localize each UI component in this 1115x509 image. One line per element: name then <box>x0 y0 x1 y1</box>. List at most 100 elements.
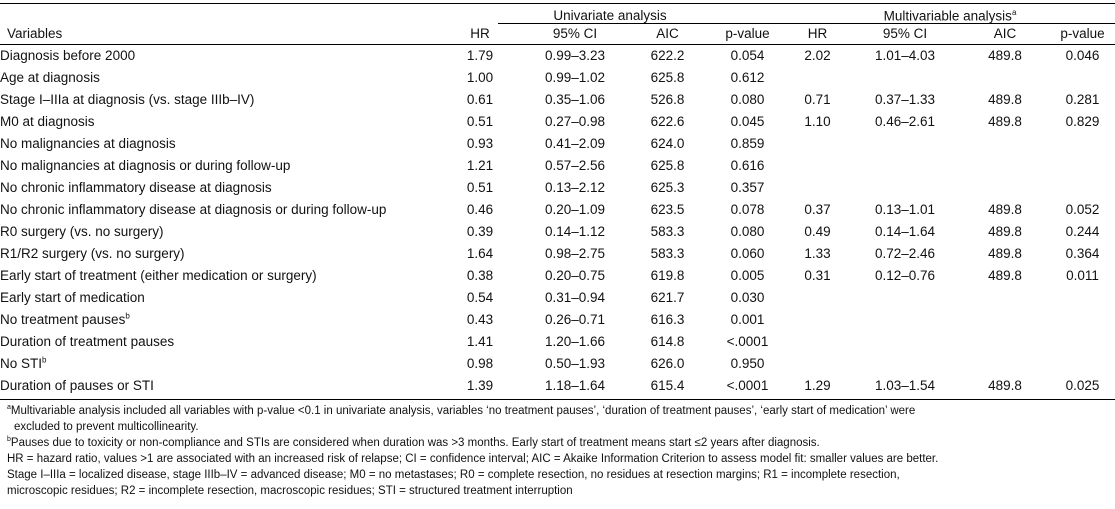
multi-p-cell <box>1050 286 1115 308</box>
results-table: Univariate analysis Multivariable analys… <box>0 4 1115 396</box>
multi-hr-cell: 1.29 <box>804 377 831 393</box>
uni-aic-cell: 625.3 <box>650 179 685 195</box>
footnote-b-text: Pauses due to toxicity or non-compliance… <box>10 437 820 449</box>
variable-cell: Age at diagnosis <box>0 66 435 88</box>
multi-ci-cell: 0.12–0.76 <box>874 267 936 283</box>
uni-aic-cell: 616.3 <box>650 311 685 327</box>
footnote-a-text: Multivariable analysis included all vari… <box>10 405 916 417</box>
table-row: Early start of medication 0.54 0.31–0.94 62… <box>0 286 1115 308</box>
variable-cell: No chronic inflammatory disease at diagn… <box>0 198 435 220</box>
variable-label: Early start of treatment (either medicat… <box>0 267 317 283</box>
col-header-multi-ci: 95% CI <box>882 26 928 41</box>
footnote-a: aMultivariable analysis included all var… <box>7 403 1107 419</box>
table-row: Early start of treatment (either medicat… <box>0 264 1115 286</box>
variable-cell: Duration of pauses or STI <box>0 374 435 396</box>
table-row: No STIb 0.98 0.50–1.93 626.0 0.950 <box>0 352 1115 374</box>
uni-p-cell: 0.950 <box>730 355 765 371</box>
multi-aic-cell <box>960 66 1050 88</box>
multi-p-cell <box>1050 308 1115 330</box>
uni-ci-cell: 0.57–2.56 <box>544 157 606 173</box>
multi-p-cell <box>1050 132 1115 154</box>
multi-aic-cell: 489.8 <box>988 47 1022 63</box>
variable-label: No malignancies at diagnosis or during f… <box>0 157 291 173</box>
uni-p-cell: 0.078 <box>730 201 765 217</box>
multi-ci-cell <box>850 330 960 352</box>
uni-p-cell: 0.612 <box>730 69 765 85</box>
uni-p-cell: 0.859 <box>730 135 765 151</box>
variable-cell: M0 at diagnosis <box>0 110 435 132</box>
uni-hr-cell: 1.21 <box>466 157 494 173</box>
multi-hr-cell: 0.49 <box>804 223 831 239</box>
col-header-variables: Variables <box>7 26 63 41</box>
uni-hr-cell: 0.51 <box>466 179 494 195</box>
uni-hr-cell: 1.00 <box>466 69 494 85</box>
multi-ci-cell: 0.37–1.33 <box>874 91 936 107</box>
uni-p-cell: 0.080 <box>730 91 765 107</box>
multi-hr-cell <box>785 176 850 198</box>
footnote-marker: b <box>125 311 130 320</box>
multi-ci-cell <box>850 132 960 154</box>
multi-ci-cell <box>850 154 960 176</box>
variable-cell: Early start of treatment (either medicat… <box>0 264 435 286</box>
col-header-uni-aic: AIC <box>656 26 679 41</box>
variable-cell: Early start of medication <box>0 286 435 308</box>
table-row: Diagnosis before 2000 1.79 0.99–3.23 622.2 0… <box>0 44 1115 66</box>
table-footnotes: aMultivariable analysis included all var… <box>7 403 1107 499</box>
col-header-uni-p: p-value <box>725 26 770 41</box>
multi-p-cell <box>1050 66 1115 88</box>
uni-aic-cell: 625.8 <box>650 69 685 85</box>
variable-cell: No STIb <box>0 352 435 374</box>
column-header-row: Variables HR 95% CI AIC p-value HR 95% C… <box>0 23 1115 44</box>
multi-ci-cell: 0.13–1.01 <box>874 201 936 217</box>
table-row: R1/R2 surgery (vs. no surgery) 1.64 0.98–2… <box>0 242 1115 264</box>
uni-hr-cell: 1.41 <box>466 333 494 349</box>
uni-ci-cell: 0.41–2.09 <box>544 135 606 151</box>
uni-aic-cell: 621.7 <box>650 289 685 305</box>
uni-aic-cell: 583.3 <box>650 223 685 239</box>
table-row: No malignancies at diagnosis 0.93 0.41–2.0… <box>0 132 1115 154</box>
table-bottom-rule <box>0 399 1115 400</box>
multi-p-cell: 0.052 <box>1065 201 1100 217</box>
variable-label: Age at diagnosis <box>0 69 100 85</box>
multi-aic-cell <box>960 352 1050 374</box>
uni-p-cell: 0.357 <box>730 179 765 195</box>
multi-aic-cell: 489.8 <box>988 377 1022 393</box>
multi-ci-cell <box>850 176 960 198</box>
multi-aic-cell <box>960 330 1050 352</box>
multi-p-cell <box>1050 154 1115 176</box>
uni-ci-cell: 0.20–0.75 <box>544 267 606 283</box>
multi-ci-cell <box>850 308 960 330</box>
table-row: Stage I–IIIa at diagnosis (vs. stage III… <box>0 88 1115 110</box>
uni-hr-cell: 0.98 <box>466 355 494 371</box>
uni-hr-cell: 1.79 <box>466 47 494 63</box>
multi-p-cell: 0.025 <box>1065 377 1100 393</box>
multi-hr-cell <box>785 286 850 308</box>
multi-p-cell: 0.829 <box>1065 113 1100 129</box>
variable-cell: Duration of treatment pauses <box>0 330 435 352</box>
multi-ci-cell: 1.01–4.03 <box>874 47 936 63</box>
multi-p-cell: 0.364 <box>1065 245 1100 261</box>
table-row: Duration of treatment pauses 1.41 1.20–1.6… <box>0 330 1115 352</box>
uni-ci-cell: 0.35–1.06 <box>544 91 606 107</box>
table-body: Diagnosis before 2000 1.79 0.99–3.23 622.2 0… <box>0 44 1115 396</box>
uni-hr-cell: 0.54 <box>466 289 494 305</box>
multi-hr-cell: 2.02 <box>804 47 831 63</box>
variable-label: Duration of treatment pauses <box>0 333 175 349</box>
variable-cell: No malignancies at diagnosis <box>0 132 435 154</box>
table-row: No chronic inflammatory disease at diagn… <box>0 176 1115 198</box>
table-row: No chronic inflammatory disease at diagn… <box>0 198 1115 220</box>
variable-label: No STI <box>0 355 43 371</box>
multi-aic-cell <box>960 308 1050 330</box>
variable-label: R0 surgery (vs. no surgery) <box>0 223 164 239</box>
variable-cell: Stage I–IIIa at diagnosis (vs. stage III… <box>0 88 435 110</box>
uni-aic-cell: 614.8 <box>650 333 685 349</box>
multi-aic-cell <box>960 286 1050 308</box>
uni-aic-cell: 526.8 <box>650 91 685 107</box>
uni-hr-cell: 0.43 <box>466 311 494 327</box>
footnote-b-mark: b <box>7 436 11 444</box>
table-row: No malignancies at diagnosis or during f… <box>0 154 1115 176</box>
multi-hr-cell: 1.33 <box>804 245 831 261</box>
multi-aic-cell: 489.8 <box>988 245 1022 261</box>
multi-hr-cell: 0.71 <box>804 91 831 107</box>
footnote-a-mark: a <box>7 404 11 412</box>
